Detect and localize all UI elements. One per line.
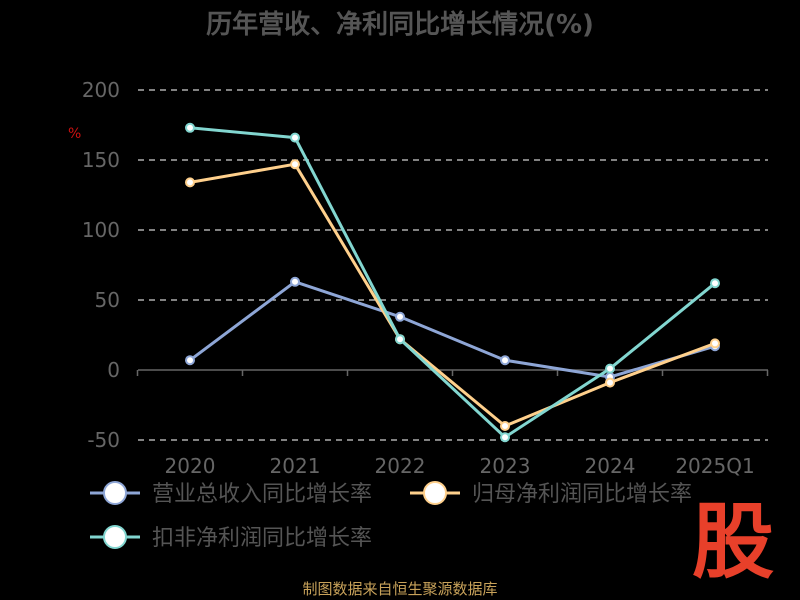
- legend-marker-1: [103, 481, 127, 505]
- data-point: [500, 432, 510, 443]
- data-point: [290, 159, 300, 170]
- data-point: [710, 278, 720, 289]
- y-tick-label: 0: [107, 358, 120, 382]
- y-tick-label: 150: [82, 148, 120, 172]
- y-axis-unit: %: [68, 126, 81, 142]
- legend-label-2: 归母净利润同比增长率: [472, 482, 692, 507]
- legend-marker-2: [423, 481, 447, 505]
- data-point: [185, 177, 195, 188]
- x-tick-label: 2023: [480, 454, 531, 478]
- x-tick-label: 2021: [270, 454, 321, 478]
- legend-label-3: 扣非净利润同比增长率: [152, 526, 372, 551]
- data-point: [500, 355, 510, 366]
- data-point: [605, 363, 615, 374]
- series-line-1: [189, 280, 716, 379]
- y-tick-label: 200: [82, 78, 120, 102]
- data-point: [605, 377, 615, 388]
- chart-title: 历年营收、净利同比增长情况(%): [206, 10, 594, 40]
- legend-marker-3: [103, 525, 127, 549]
- data-point: [290, 132, 300, 143]
- data-point: [395, 311, 405, 322]
- data-point: [395, 334, 405, 345]
- data-point: [290, 276, 300, 287]
- y-tick-label: 100: [82, 218, 120, 242]
- x-tick-label: 2020: [165, 454, 216, 478]
- series-line-3: [189, 126, 716, 439]
- data-point: [500, 421, 510, 431]
- data-point: [185, 355, 195, 366]
- y-tick-label: 50: [95, 288, 120, 312]
- x-tick-label: 2022: [375, 454, 426, 478]
- y-tick-label: -50: [87, 428, 120, 452]
- series-line-2: [189, 162, 716, 428]
- legend-label-1: 营业总收入同比增长率: [152, 482, 372, 507]
- data-point: [185, 122, 195, 133]
- x-tick-label: 2024: [585, 454, 636, 478]
- data-point: [710, 338, 720, 349]
- data-source-note: 制图数据来自恒生聚源数据库: [302, 580, 498, 598]
- x-tick-label: 2025Q1: [675, 454, 754, 478]
- brand-logo: 股: [692, 495, 775, 590]
